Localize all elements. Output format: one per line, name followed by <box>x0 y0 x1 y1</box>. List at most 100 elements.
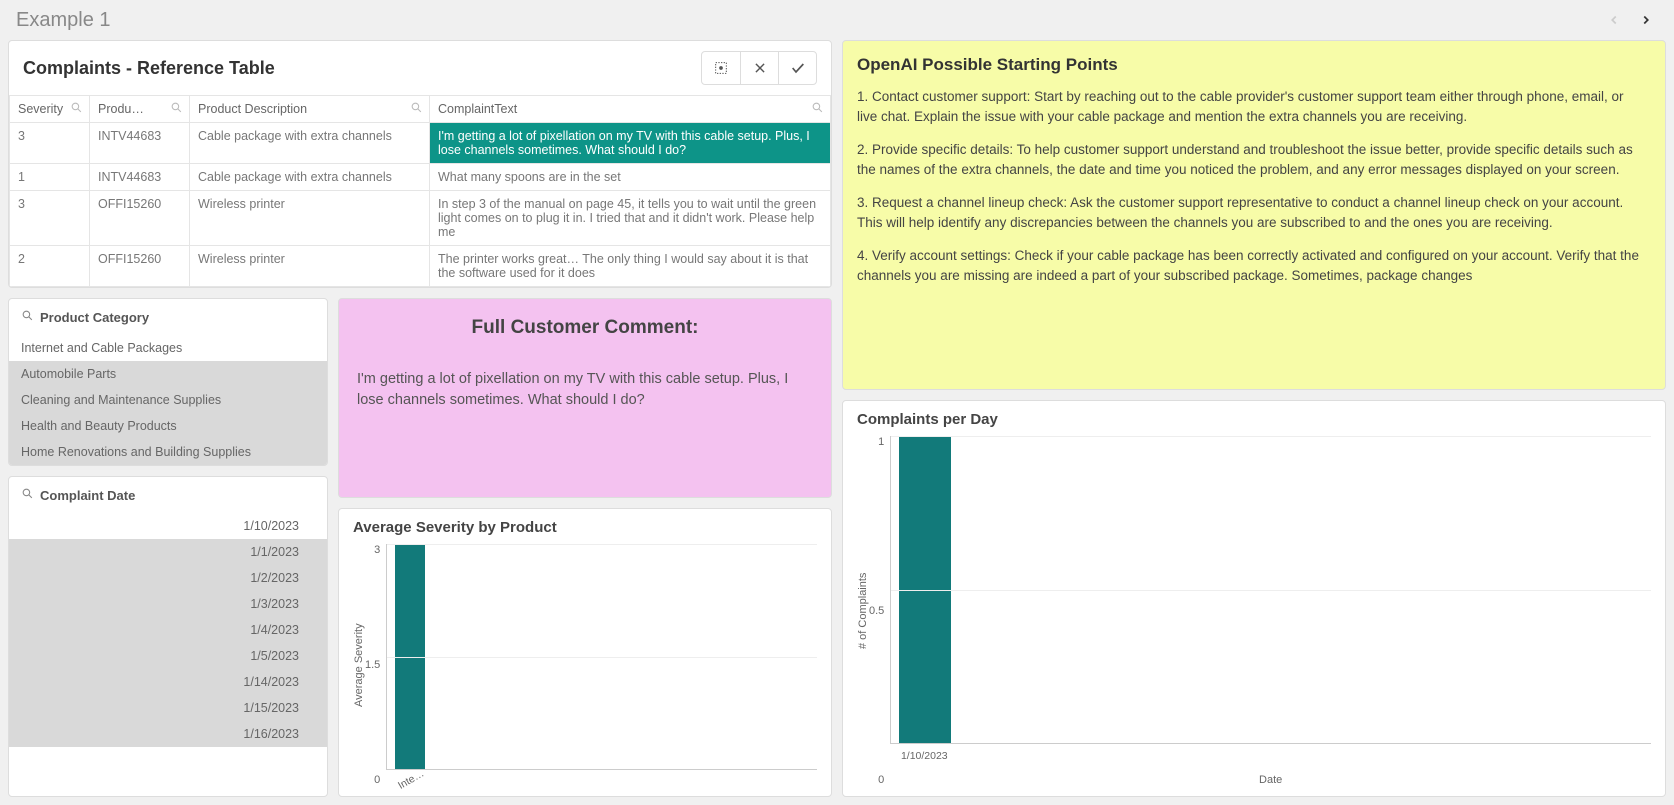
cell-severity: 3 <box>10 191 90 246</box>
selection-tool-icon[interactable] <box>702 52 740 84</box>
search-icon[interactable] <box>410 101 423 117</box>
complaints-day-yticks: 10.50 <box>869 436 890 786</box>
search-icon[interactable] <box>21 309 34 325</box>
product-category-header: Product Category <box>9 299 327 335</box>
complaint-date-header: Complaint Date <box>9 477 327 513</box>
list-item[interactable]: Automobile Parts <box>9 361 327 387</box>
cell-product: OFFI15260 <box>90 191 190 246</box>
cell-complaint: I'm getting a lot of pixellation on my T… <box>430 123 831 164</box>
ytick: 0 <box>374 774 380 786</box>
ref-table-header: Complaints - Reference Table <box>9 41 831 95</box>
col-severity[interactable]: Severity <box>10 96 90 123</box>
col-severity-label: Severity <box>18 102 63 116</box>
list-item[interactable]: 1/2/2023 <box>9 565 327 591</box>
openai-paragraph: 2. Provide specific details: To help cus… <box>857 140 1647 179</box>
severity-xticks: Interne… <box>386 774 817 786</box>
ytick: 1 <box>878 436 884 448</box>
cell-product: OFFI15260 <box>90 246 190 287</box>
cell-complaint: What many spoons are in the set <box>430 164 831 191</box>
list-item[interactable]: 1/15/2023 <box>9 695 327 721</box>
cell-description: Cable package with extra channels <box>190 123 430 164</box>
col-description-label: Product Description <box>198 102 307 116</box>
product-category-panel: Product Category Internet and Cable Pack… <box>8 298 328 466</box>
cell-severity: 3 <box>10 123 90 164</box>
ref-table-title: Complaints - Reference Table <box>23 58 701 79</box>
search-icon[interactable] <box>811 101 824 117</box>
list-item[interactable]: 1/5/2023 <box>9 643 327 669</box>
openai-paragraph: 3. Request a channel lineup check: Ask t… <box>857 193 1647 232</box>
list-item[interactable]: Cleaning and Maintenance Supplies <box>9 387 327 413</box>
complaint-date-panel: Complaint Date 1/10/20231/1/20231/2/2023… <box>8 476 328 797</box>
product-category-list[interactable]: Internet and Cable PackagesAutomobile Pa… <box>9 335 327 465</box>
cell-product: INTV44683 <box>90 123 190 164</box>
confirm-icon[interactable] <box>778 52 816 84</box>
ref-table: Severity Produ… Product Description <box>9 95 831 287</box>
col-complaint-label: ComplaintText <box>438 102 517 116</box>
nav-arrows <box>1602 8 1658 32</box>
cell-product: INTV44683 <box>90 164 190 191</box>
ytick: 3 <box>374 544 380 556</box>
openai-title: OpenAI Possible Starting Points <box>857 55 1647 75</box>
ytick: 1.5 <box>365 659 380 671</box>
ref-table-scroll[interactable]: Severity Produ… Product Description <box>9 95 831 287</box>
ytick: 0 <box>878 774 884 786</box>
product-category-title: Product Category <box>40 310 149 325</box>
complaints-day-plot <box>890 436 1651 744</box>
table-row[interactable]: 3OFFI15260Wireless printerIn step 3 of t… <box>10 191 831 246</box>
ytick: 0.5 <box>869 605 884 617</box>
table-row[interactable]: 1INTV44683Cable package with extra chann… <box>10 164 831 191</box>
table-row[interactable]: 2OFFI15260Wireless printerThe printer wo… <box>10 246 831 287</box>
openai-body: 1. Contact customer support: Start by re… <box>857 87 1647 286</box>
complaints-day-title: Complaints per Day <box>857 411 1651 428</box>
cell-description: Wireless printer <box>190 246 430 287</box>
page-title: Example 1 <box>16 9 1602 32</box>
complaint-date-list[interactable]: 1/10/20231/1/20231/2/20231/3/20231/4/202… <box>9 513 327 796</box>
cell-severity: 1 <box>10 164 90 191</box>
xtick: Interne… <box>396 767 428 792</box>
list-item[interactable]: 1/3/2023 <box>9 591 327 617</box>
table-row[interactable]: 3INTV44683Cable package with extra chann… <box>10 123 831 164</box>
openai-paragraph: 1. Contact customer support: Start by re… <box>857 87 1647 126</box>
list-item[interactable]: 1/14/2023 <box>9 669 327 695</box>
cell-description: Wireless printer <box>190 191 430 246</box>
complaint-date-title: Complaint Date <box>40 488 135 503</box>
list-item[interactable]: Health and Beauty Products <box>9 413 327 439</box>
severity-yticks: 31.50 <box>365 544 386 786</box>
list-item[interactable]: 1/4/2023 <box>9 617 327 643</box>
list-item[interactable]: Home Renovations and Building Supplies <box>9 439 327 465</box>
cell-complaint: The printer works great… The only thing … <box>430 246 831 287</box>
page-header: Example 1 <box>0 0 1674 40</box>
severity-chart-title: Average Severity by Product <box>353 519 817 536</box>
cell-complaint: In step 3 of the manual on page 45, it t… <box>430 191 831 246</box>
col-product[interactable]: Produ… <box>90 96 190 123</box>
cell-description: Cable package with extra channels <box>190 164 430 191</box>
ref-table-actions <box>701 51 817 85</box>
severity-chart-panel: Average Severity by Product Average Seve… <box>338 508 832 797</box>
cell-severity: 2 <box>10 246 90 287</box>
col-description[interactable]: Product Description <box>190 96 430 123</box>
complaints-day-xticks: 1/10/2023 <box>890 750 1651 762</box>
list-item[interactable]: 1/10/2023 <box>9 513 327 539</box>
search-icon[interactable] <box>170 101 183 117</box>
search-icon[interactable] <box>21 487 34 503</box>
close-icon[interactable] <box>740 52 778 84</box>
full-comment-title: Full Customer Comment: <box>357 317 813 339</box>
search-icon[interactable] <box>70 101 83 117</box>
col-product-label: Produ… <box>98 102 144 116</box>
list-item[interactable]: 1/1/2023 <box>9 539 327 565</box>
complaints-reference-table-panel: Complaints - Reference Table <box>8 40 832 288</box>
list-item[interactable]: 1/16/2023 <box>9 721 327 747</box>
complaints-day-chart-area: # of Complaints 10.50 1/10/2023 Date <box>857 436 1651 786</box>
complaints-day-xlabel: Date <box>890 774 1651 786</box>
xtick: 1/10/2023 <box>898 750 950 762</box>
severity-ylabel: Average Severity <box>353 544 365 786</box>
complaints-day-ylabel: # of Complaints <box>857 436 869 786</box>
openai-starting-points-panel[interactable]: OpenAI Possible Starting Points 1. Conta… <box>842 40 1666 390</box>
list-item[interactable]: Internet and Cable Packages <box>9 335 327 361</box>
complaints-per-day-panel: Complaints per Day # of Complaints 10.50… <box>842 400 1666 797</box>
prev-arrow-icon[interactable] <box>1602 8 1626 32</box>
next-arrow-icon[interactable] <box>1634 8 1658 32</box>
col-complaint[interactable]: ComplaintText <box>430 96 831 123</box>
full-comment-body: I'm getting a lot of pixellation on my T… <box>357 369 813 411</box>
severity-plot <box>386 544 817 770</box>
